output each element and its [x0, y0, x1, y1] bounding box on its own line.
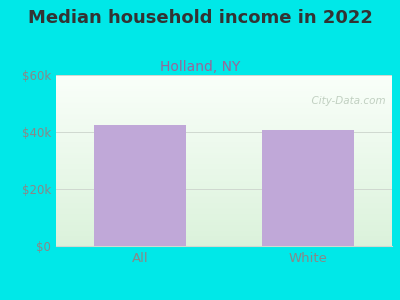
Bar	[262, 130, 354, 246]
Text: City-Data.com: City-Data.com	[305, 95, 385, 106]
Text: Holland, NY: Holland, NY	[160, 60, 240, 74]
Bar	[94, 125, 186, 246]
Text: Median household income in 2022: Median household income in 2022	[28, 9, 372, 27]
